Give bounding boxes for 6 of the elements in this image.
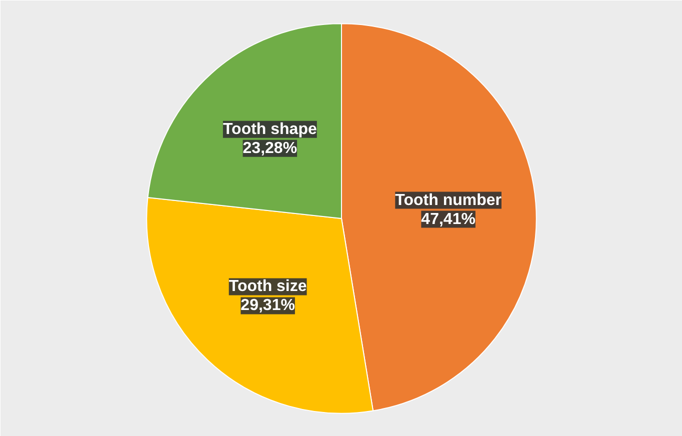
data-label: 47,41% [421,210,476,228]
slice-label: Tooth shape [222,120,317,138]
slice-label: Tooth size [228,278,307,296]
slice-label: Tooth number [395,192,502,209]
data-label: 23,28% [242,140,298,157]
data-label: 29,31% [240,297,295,314]
